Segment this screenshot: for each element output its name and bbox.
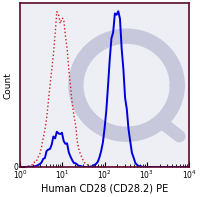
X-axis label: Human CD28 (CD28.2) PE: Human CD28 (CD28.2) PE bbox=[41, 184, 168, 193]
Y-axis label: Count: Count bbox=[3, 72, 12, 99]
